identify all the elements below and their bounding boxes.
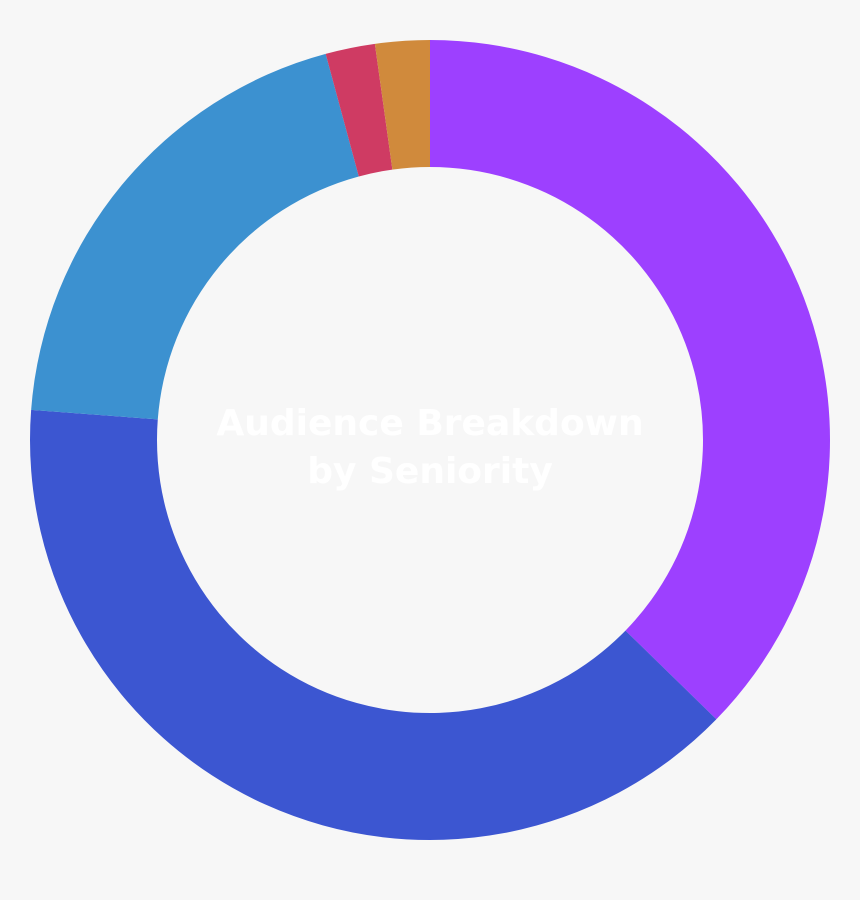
donut-slice-4: [325, 43, 393, 177]
donut-slice-5: [374, 40, 430, 170]
chart-title-line-2: by Seniority: [307, 451, 553, 492]
chart-title-line-1: Audience Breakdown: [216, 403, 644, 444]
donut-slice-3: [31, 53, 359, 420]
chart-title: Audience Breakdown by Seniority: [180, 400, 680, 496]
donut-slice-1: [430, 40, 830, 720]
donut-slice-2: [30, 409, 717, 840]
